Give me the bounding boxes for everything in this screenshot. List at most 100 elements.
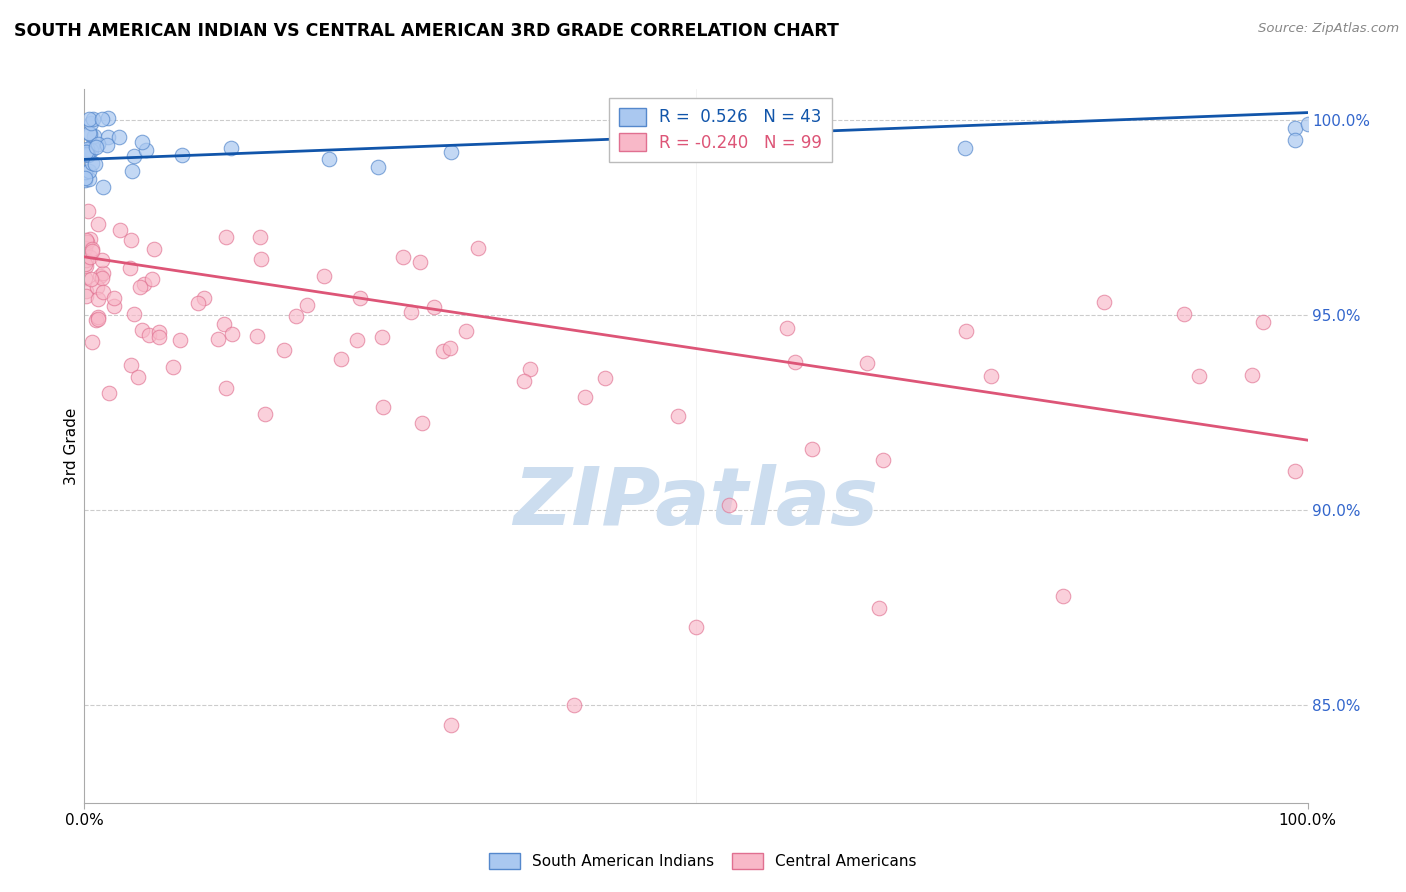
Point [108,222,131,236]
Point [138,327,160,342]
Point [97,130,120,145]
Point [872,453,894,467]
Point [349,291,371,305]
Point [371,330,394,344]
Point [373,400,395,414]
Point [83,129,105,144]
Point [98,386,121,401]
Point [783,355,806,369]
Point [108,130,131,145]
Point [76,143,98,157]
Point [273,343,295,358]
Point [89,269,111,284]
Point [80,116,103,130]
Point [86,137,108,152]
Point [668,409,690,423]
Point [76,203,98,218]
Point [77,163,100,178]
Point [87,310,110,325]
Text: SOUTH AMERICAN INDIAN VS CENTRAL AMERICAN 3RD GRADE CORRELATION CHART: SOUTH AMERICAN INDIAN VS CENTRAL AMERICA… [14,22,839,40]
Point [172,148,194,162]
Point [246,329,269,343]
Point [87,292,110,306]
Point [219,141,242,155]
Point [456,324,478,338]
Point [84,139,107,153]
Point [75,145,97,159]
Point [124,148,146,162]
Point [86,280,108,294]
Point [76,235,98,249]
Point [118,261,141,276]
Point [1188,369,1211,384]
Point [141,272,163,286]
Point [980,368,1002,383]
Point [75,259,97,273]
Point [77,147,100,161]
Point [776,321,799,335]
Point [80,244,103,258]
Point [1296,117,1319,131]
Point [513,374,536,388]
Point [77,172,100,186]
Point [96,138,118,153]
Point [76,146,98,161]
Point [82,156,104,170]
Point [148,330,170,344]
Point [249,230,271,244]
Point [955,324,977,338]
Point [142,243,165,257]
Point [90,252,112,267]
Point [1052,589,1074,603]
Point [97,111,120,125]
Point [432,343,454,358]
Point [439,341,461,355]
Point [75,241,97,255]
Point [79,128,101,142]
Point [80,272,103,286]
Point [1284,121,1306,136]
Point [162,360,184,375]
Point [346,333,368,347]
Point [574,390,596,404]
Point [73,256,96,270]
Point [295,297,318,311]
Point [75,253,97,268]
Point [169,333,191,347]
Text: ZIPatlas: ZIPatlas [513,464,879,542]
Point [207,333,229,347]
Point [79,232,101,246]
Point [73,170,96,185]
Point [75,285,97,299]
Point [91,112,114,126]
Point [367,160,389,174]
Point [685,620,707,634]
Point [1251,315,1274,329]
Point [131,135,153,149]
Point [212,317,235,331]
Point [221,326,243,341]
Point [1241,368,1264,383]
Point [953,141,976,155]
Point [215,230,238,244]
Point [127,370,149,384]
Point [86,311,108,326]
Point [856,356,879,370]
Point [80,334,103,349]
Point [519,361,541,376]
Point [330,352,353,367]
Point [193,291,215,305]
Point [214,381,236,395]
Point [91,180,114,194]
Point [75,289,97,303]
Point [75,164,97,178]
Point [409,255,432,269]
Point [422,300,444,314]
Point [84,312,107,326]
Point [1284,464,1306,478]
Point [685,133,707,147]
Text: Source: ZipAtlas.com: Source: ZipAtlas.com [1258,22,1399,36]
Point [79,250,101,264]
Point [253,407,276,421]
Point [250,252,273,267]
